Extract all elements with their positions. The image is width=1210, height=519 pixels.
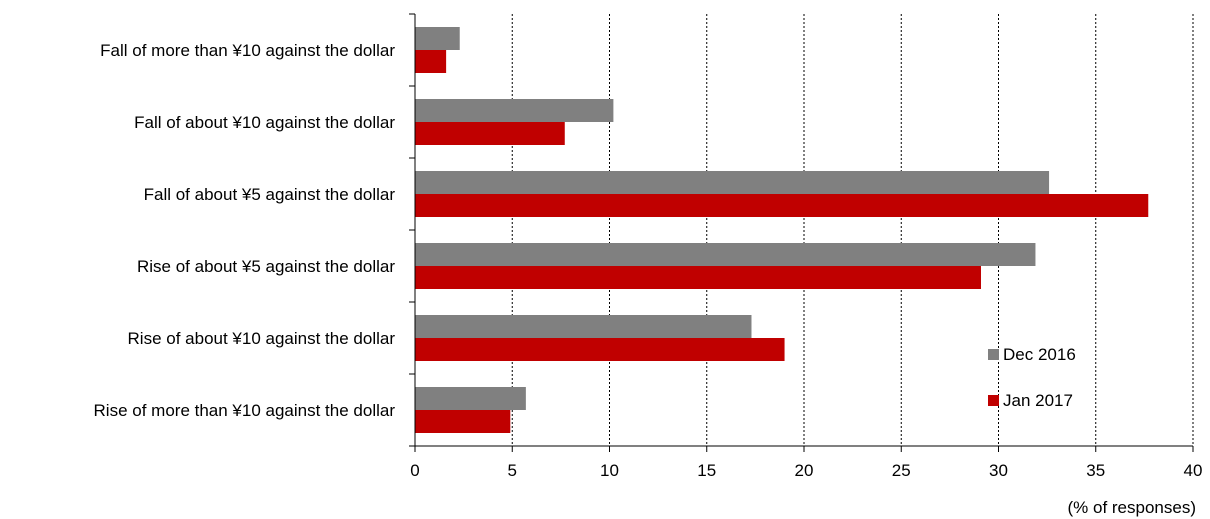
bar-dec-2016 (415, 243, 1036, 266)
category-label: Fall of about ¥5 against the dollar (144, 185, 396, 204)
bar-dec-2016 (415, 99, 614, 122)
x-axis-unit-label: (% of responses) (1068, 498, 1197, 517)
category-label: Rise of more than ¥10 against the dollar (94, 401, 396, 420)
x-tick-label: 30 (989, 461, 1008, 480)
bar-dec-2016 (415, 171, 1050, 194)
x-axis: 0 5 10 15 20 25 30 35 40 (409, 445, 1203, 480)
bar-dec-2016 (415, 315, 752, 338)
legend-label: Dec 2016 (1003, 345, 1076, 364)
legend: Dec 2016 Jan 2017 (988, 345, 1076, 410)
legend-label: Jan 2017 (1003, 391, 1073, 410)
x-tick-label: 5 (508, 461, 517, 480)
category-label: Rise of about ¥5 against the dollar (137, 257, 395, 276)
x-tick-label: 35 (1086, 461, 1105, 480)
category-label: Fall of about ¥10 against the dollar (134, 113, 395, 132)
x-tick-label: 15 (697, 461, 716, 480)
x-tick-label: 10 (600, 461, 619, 480)
legend-swatch (988, 349, 999, 360)
x-tick-label: 40 (1184, 461, 1203, 480)
bar-jan-2017 (415, 122, 565, 145)
bar-jan-2017 (415, 194, 1149, 217)
bar-jan-2017 (415, 266, 981, 289)
category-label: Fall of more than ¥10 against the dollar (100, 41, 395, 60)
x-tick-label: 25 (892, 461, 911, 480)
category-label: Rise of about ¥10 against the dollar (128, 329, 396, 348)
bar-jan-2017 (415, 410, 511, 433)
legend-swatch (988, 395, 999, 406)
bars (415, 27, 1149, 433)
x-tick-label: 0 (410, 461, 419, 480)
grid-lines (511, 14, 1194, 446)
bar-jan-2017 (415, 338, 785, 361)
x-tick-label: 20 (795, 461, 814, 480)
bar-dec-2016 (415, 387, 526, 410)
bar-dec-2016 (415, 27, 460, 50)
y-axis: Fall of more than ¥10 against the dollar… (94, 13, 416, 447)
bar-jan-2017 (415, 50, 447, 73)
